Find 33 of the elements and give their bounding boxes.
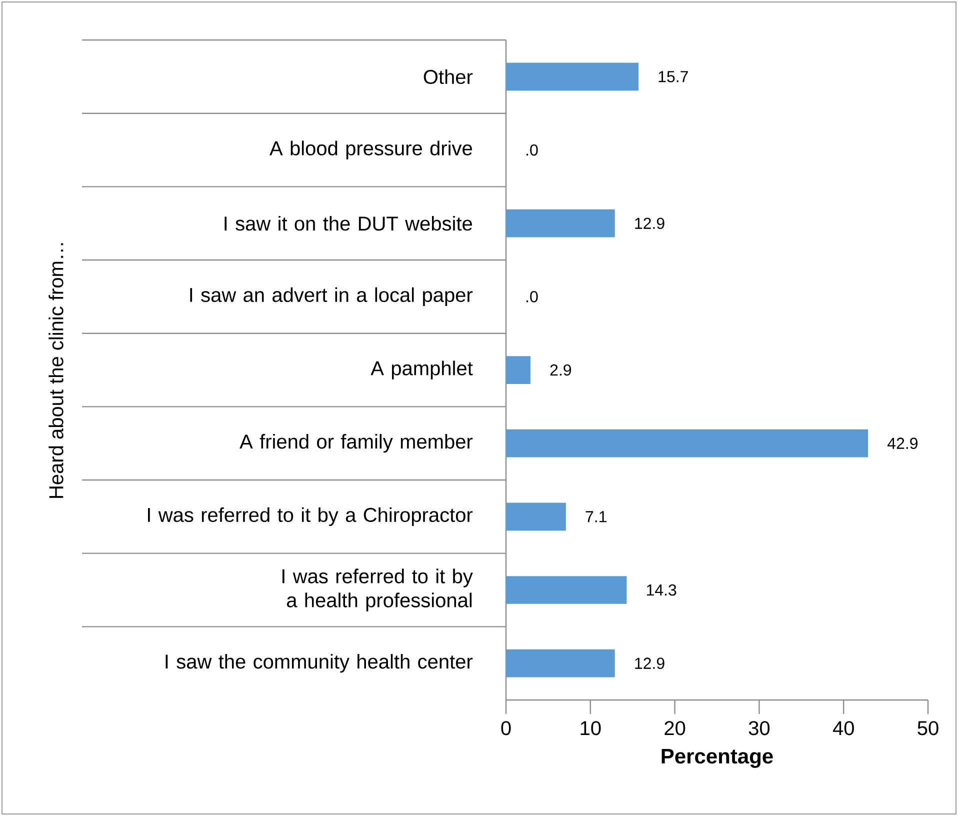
bar [506,576,627,604]
bar [506,356,530,384]
y-tick-label: A friend or family member [240,434,473,453]
data-label: 15.7 [658,71,688,82]
y-tick-label: I was referred to it by a Chiropractor [148,507,473,526]
data-label: 42.9 [888,438,918,450]
x-tick-label: 30 [748,721,770,736]
data-label: 12.9 [635,218,664,230]
bar [506,429,868,458]
x-tick-label: 40 [832,721,854,736]
y-tick-label: I saw an advert in a local paper [190,287,473,306]
data-label: .0 [526,144,538,156]
x-tick-label: 20 [664,721,686,736]
data-label: 2.9 [550,364,572,376]
x-tick-label: 0 [501,721,511,736]
data-label: 14.3 [646,584,676,596]
bar [506,502,566,531]
y-axis-title: Heard about the clinic from… [48,243,64,498]
y-tick-label: A pamphlet [370,360,473,380]
y-tick-label: Other [424,69,473,84]
data-label: 7.1 [586,511,606,522]
bar [506,209,615,238]
y-tick-label: I was referred to it by a health professional [282,568,473,612]
y-tick-label: I saw it on the DUT website [224,216,472,231]
y-tick-label: I saw the community health center [166,654,473,673]
bar [506,62,639,91]
y-tick-label: A blood pressure drive [270,140,472,160]
x-axis-title: Percentage [662,748,773,768]
data-label: .0 [526,291,538,302]
bar [506,649,615,678]
x-tick-label: 50 [918,721,938,736]
x-tick-label: 10 [580,721,601,736]
data-label: 12.9 [635,658,664,669]
